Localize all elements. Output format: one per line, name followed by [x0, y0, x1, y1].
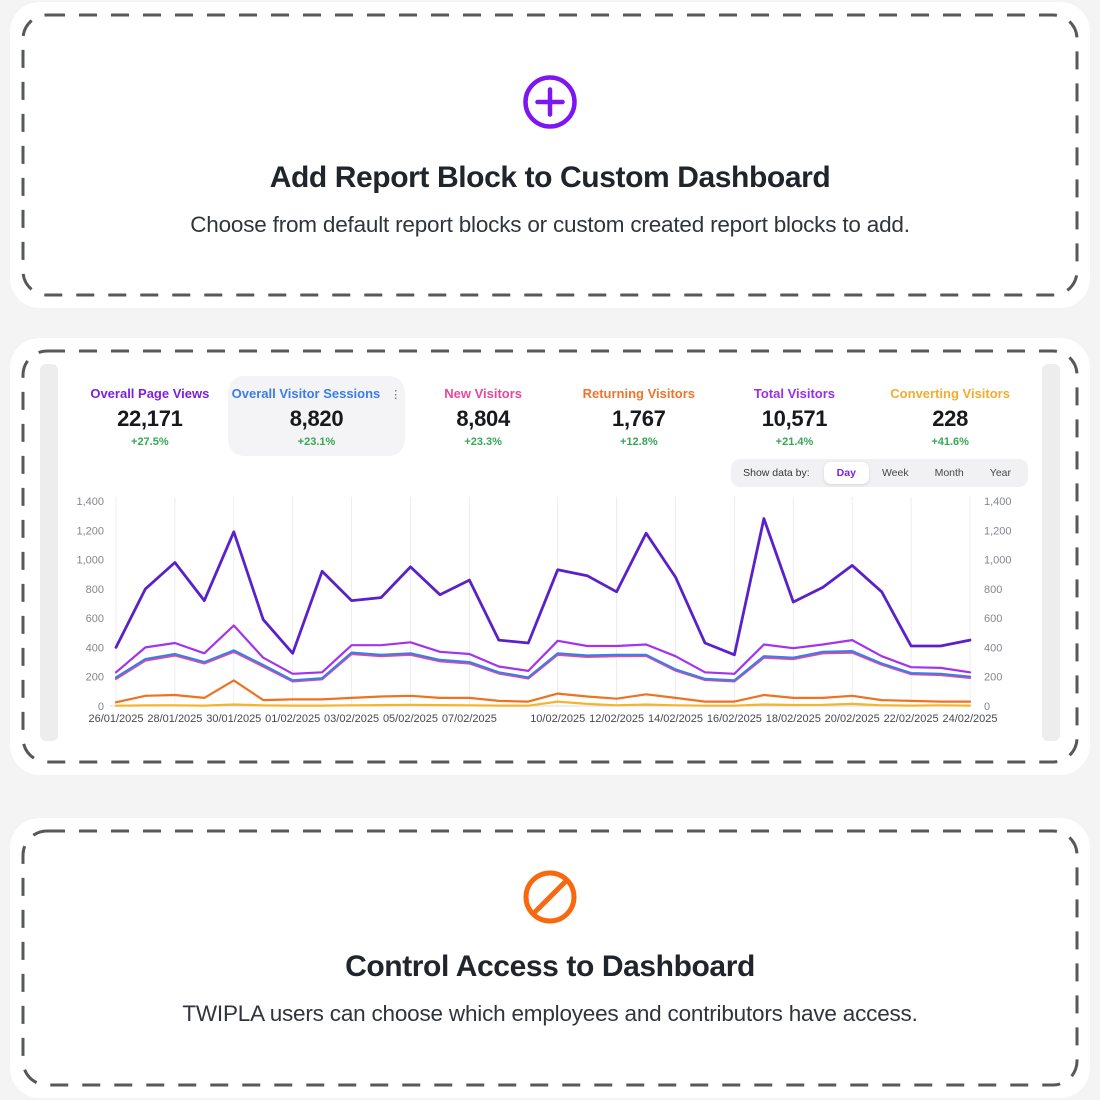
y-axis-label-left: 200: [86, 672, 104, 684]
y-axis-label-right: 200: [984, 672, 1002, 684]
x-axis-label: 26/01/2025: [88, 713, 143, 725]
x-axis-label: 28/01/2025: [147, 713, 202, 725]
screenshot-right-margin: [1042, 364, 1060, 741]
x-axis-label: 22/02/2025: [884, 713, 939, 725]
metrics-row: Overall Page Views 22,171 +27.5% Overall Vi…: [72, 376, 1028, 456]
y-axis-label-right: 800: [984, 584, 1002, 596]
dashboard-screenshot: Overall Page Views 22,171 +27.5% Overall Vi…: [40, 364, 1060, 745]
traffic-chart: 26/01/2025 28/01/2025 30/01/2025 01/02/2025…: [76, 496, 1012, 725]
y-axis-label-left: 1,400: [76, 496, 104, 508]
screenshot-left-margin: [40, 364, 58, 741]
y-axis-label-right: 400: [984, 642, 1002, 654]
control-access-content: Control Access to Dashboard TWIPLA users…: [10, 818, 1090, 1098]
add-report-subtitle: Choose from default report blocks or cus…: [190, 212, 910, 237]
metric-delta: +27.5%: [131, 436, 169, 448]
x-axis-label: 07/02/2025: [442, 713, 497, 725]
y-axis-label-right: 1,000: [984, 555, 1012, 567]
analytics-panel: Overall Page Views 22,171 +27.5% Overall Vi…: [58, 364, 1042, 745]
traffic-chart-wrap: 26/01/2025 28/01/2025 30/01/2025 01/02/2025…: [58, 490, 1042, 738]
metric-value: 1,767: [612, 406, 666, 431]
metric-label: Converting Visitors: [890, 386, 1010, 401]
tab-week[interactable]: Week: [881, 467, 909, 479]
metric-value: 8,820: [289, 406, 344, 431]
metric-card-returning-visitors[interactable]: Returning Visitors 1,767 +12.8%: [561, 376, 717, 456]
y-axis-label-left: 800: [86, 584, 104, 596]
metric-value: 22,171: [117, 406, 183, 431]
metric-label: New Visitors: [444, 386, 523, 401]
add-report-block-content: Add Report Block to Custom Dashboard Cho…: [10, 2, 1090, 308]
control-access-card[interactable]: Control Access to Dashboard TWIPLA users…: [10, 818, 1090, 1098]
metric-delta: +12.8%: [619, 436, 658, 448]
show-data-by-tabs: Day Week Month Year: [823, 462, 1024, 484]
tab-year[interactable]: Year: [989, 467, 1011, 479]
x-axis-label: 18/02/2025: [766, 713, 821, 725]
add-report-block-card[interactable]: Add Report Block to Custom Dashboard Cho…: [10, 2, 1090, 308]
metric-label: Returning Visitors: [582, 386, 696, 401]
control-access-title: Control Access to Dashboard: [345, 950, 755, 983]
tab-month[interactable]: Month: [934, 467, 964, 479]
x-axis-label: 12/02/2025: [589, 713, 644, 725]
metric-card-total-visitors[interactable]: Total Visitors 10,571 +21.4%: [717, 376, 873, 456]
x-axis-label: 24/02/2025: [942, 713, 997, 725]
series-line-total-visitors: [114, 624, 972, 675]
metric-card-converting-visitors[interactable]: Converting Visitors 228 +41.6%: [872, 376, 1028, 456]
metric-label: Total Visitors: [753, 386, 836, 401]
x-axis-label: 05/02/2025: [383, 713, 438, 725]
x-axis-label: 14/02/2025: [648, 713, 703, 725]
y-axis-label-right: 0: [984, 701, 990, 713]
y-axis-label-left: 400: [86, 642, 104, 654]
metric-value: 8,804: [456, 406, 510, 431]
y-axis-label-right: 1,400: [984, 496, 1012, 508]
add-report-title: Add Report Block to Custom Dashboard: [269, 161, 831, 194]
kebab-menu-icon[interactable]: ⋮: [390, 389, 402, 401]
series-line-converting-visitors: [114, 700, 972, 707]
metric-card-overall-page-views[interactable]: Overall Page Views 22,171 +27.5%: [72, 376, 228, 456]
series-line-overall-page-views: [114, 517, 972, 657]
show-data-by-label: Show data by:: [743, 467, 810, 479]
metric-delta: +23.3%: [464, 436, 502, 448]
series-line-overall-visitor-sessions: [114, 649, 972, 682]
x-axis-label: 16/02/2025: [707, 713, 762, 725]
metric-value: 228: [932, 406, 969, 431]
plus-circle-icon: [521, 73, 579, 131]
y-axis-label-right: 600: [984, 613, 1002, 625]
y-axis-label-right: 1,200: [984, 525, 1012, 537]
x-axis-label: 01/02/2025: [265, 713, 320, 725]
x-axis-label: 20/02/2025: [825, 713, 880, 725]
metric-label: Overall Visitor Sessions ⋮: [231, 386, 402, 401]
y-axis-label-left: 1,200: [76, 525, 104, 537]
y-axis-label-left: 600: [86, 613, 104, 625]
y-axis-label-left: 1,000: [76, 555, 104, 567]
blocked-circle-icon: [521, 868, 579, 926]
metric-label: Overall Page Views: [90, 386, 210, 401]
series-line-returning-visitors: [114, 679, 972, 704]
metric-card-overall-visitor-sessions[interactable]: Overall Visitor Sessions ⋮ 8,820 +23.1%: [227, 376, 406, 456]
x-axis-label: 03/02/2025: [324, 713, 379, 725]
metric-delta: +23.1%: [297, 436, 336, 448]
report-block-preview-card: Overall Page Views 22,171 +27.5% Overall Vi…: [10, 338, 1090, 775]
show-data-by-control: Show data by: Day Week Month Year: [731, 459, 1028, 487]
x-axis-label: 10/02/2025: [530, 713, 585, 725]
y-axis-label-left: 0: [98, 701, 104, 713]
control-access-subtitle: TWIPLA users can choose which employees …: [182, 1001, 918, 1026]
x-axis-label: 30/01/2025: [206, 713, 261, 725]
metric-value: 10,571: [761, 406, 828, 431]
metric-delta: +21.4%: [775, 436, 814, 448]
tab-day[interactable]: Day: [823, 462, 869, 484]
metric-card-new-visitors[interactable]: New Visitors 8,804 +23.3%: [405, 376, 561, 456]
metric-delta: +41.6%: [931, 436, 969, 448]
